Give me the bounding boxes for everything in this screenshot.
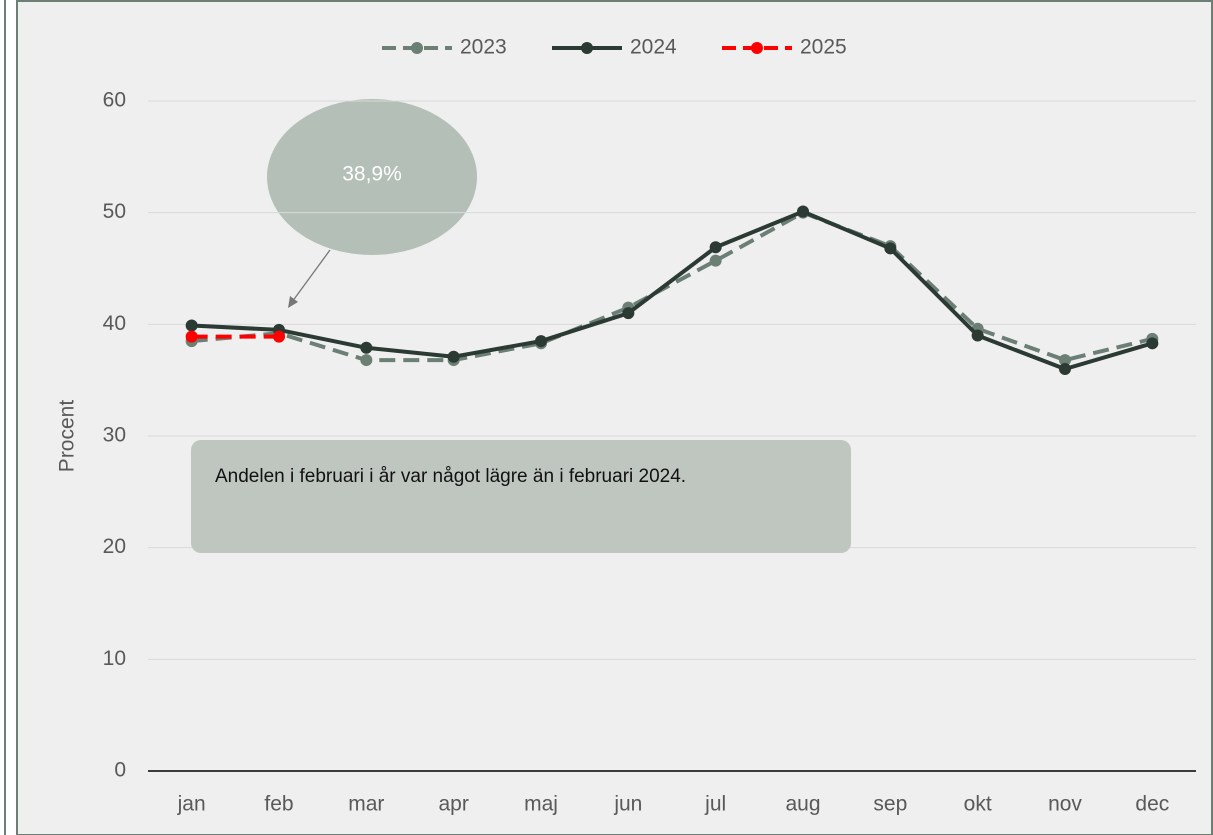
series-line: [191, 210, 1153, 363]
x-tick-label: jun: [613, 793, 642, 816]
x-tick-label: jul: [704, 793, 726, 816]
x-tick-label: feb: [264, 793, 293, 816]
callout-arrow: [291, 249, 331, 303]
data-point: [1146, 337, 1159, 350]
x-tick-label: mar: [348, 793, 384, 816]
y-tick-label: 30: [103, 424, 126, 447]
chart-area: [16, 0, 1213, 835]
callout-text: 38,9%: [342, 163, 402, 186]
y-axis-label: Procent: [56, 400, 79, 473]
y-tick-label: 60: [103, 89, 126, 112]
legend-label: 2024: [630, 36, 677, 59]
data-point: [185, 319, 198, 332]
x-tick-label: sep: [873, 793, 907, 816]
data-point: [971, 329, 984, 342]
callout-bubble: [267, 99, 477, 255]
data-point: [273, 330, 285, 343]
y-tick-label: 0: [114, 759, 126, 782]
y-tick-label: 20: [103, 535, 126, 558]
data-point: [1059, 363, 1071, 375]
data-point: [185, 330, 198, 343]
data-point: [709, 241, 722, 254]
y-tick-label: 10: [103, 647, 126, 670]
legend-label: 2025: [800, 36, 847, 59]
data-point: [709, 254, 722, 267]
data-point: [797, 205, 809, 218]
data-point: [884, 242, 897, 255]
data-point: [447, 350, 460, 363]
x-tick-label: apr: [438, 793, 468, 816]
data-point: [360, 354, 373, 367]
data-point: [535, 335, 547, 348]
annotation-box: Andelen i februari i år var något lägre …: [191, 440, 851, 553]
x-tick-label: aug: [785, 793, 820, 816]
y-tick-label: 40: [103, 312, 126, 335]
series-line: [191, 209, 1153, 371]
legend-marker: [411, 42, 423, 54]
data-point: [622, 307, 635, 320]
x-tick-label: nov: [1048, 793, 1082, 816]
data-point: [360, 341, 373, 354]
legend-label: 2023: [460, 36, 507, 59]
data-point: [1059, 354, 1071, 367]
legend-marker: [751, 42, 763, 54]
y-tick-label: 50: [103, 200, 126, 223]
x-tick-label: dec: [1135, 793, 1169, 816]
x-tick-label: jan: [177, 793, 206, 816]
x-tick-label: okt: [964, 793, 992, 816]
x-tick-label: maj: [524, 793, 558, 816]
callout-arrowhead: [288, 296, 298, 308]
legend-marker: [581, 42, 593, 54]
